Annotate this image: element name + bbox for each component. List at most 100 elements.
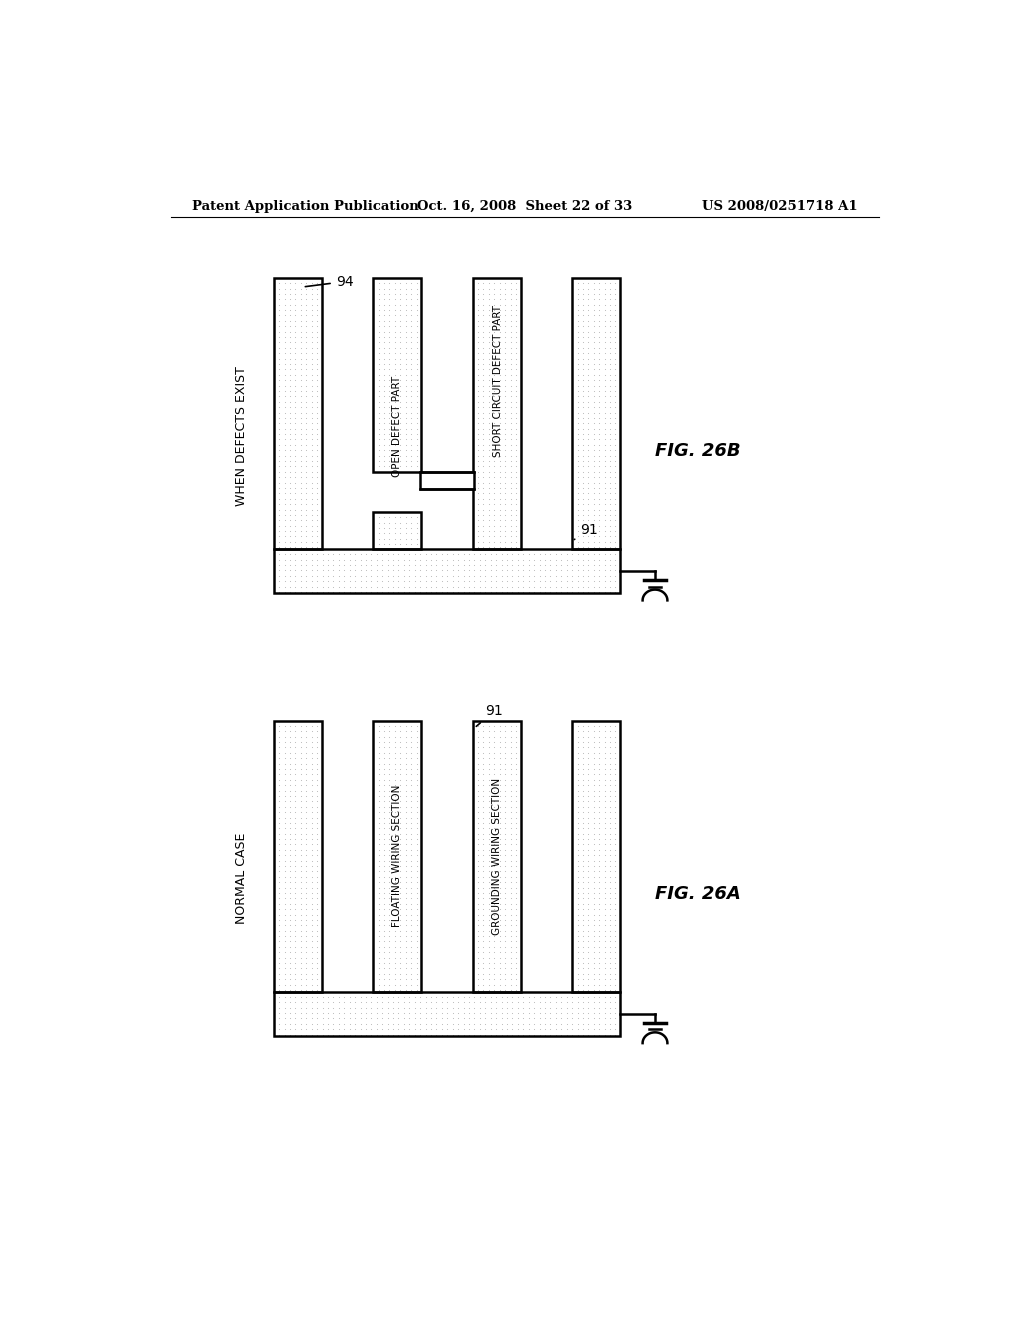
Point bbox=[497, 775, 513, 796]
Point bbox=[409, 445, 425, 466]
Point bbox=[531, 549, 548, 570]
Point bbox=[282, 775, 298, 796]
Point bbox=[390, 1008, 407, 1030]
Point bbox=[508, 354, 524, 375]
Point bbox=[494, 1024, 510, 1045]
Point bbox=[397, 909, 414, 931]
Point bbox=[276, 515, 293, 536]
Point bbox=[309, 359, 326, 380]
Point bbox=[497, 359, 513, 380]
Point bbox=[287, 284, 303, 305]
Point bbox=[371, 941, 387, 962]
Point bbox=[466, 560, 482, 581]
Point bbox=[492, 726, 508, 747]
Point bbox=[569, 882, 586, 903]
Point bbox=[569, 1014, 586, 1035]
Point bbox=[607, 721, 624, 742]
Point bbox=[574, 284, 591, 305]
Point bbox=[497, 354, 513, 375]
Point bbox=[276, 310, 293, 331]
Point bbox=[271, 434, 288, 455]
Point bbox=[385, 986, 401, 1007]
Point bbox=[466, 549, 482, 570]
Point bbox=[376, 385, 392, 407]
Point bbox=[486, 941, 503, 962]
Point bbox=[331, 549, 347, 570]
Point bbox=[282, 380, 298, 401]
Point bbox=[271, 478, 288, 499]
Point bbox=[282, 537, 298, 558]
Point bbox=[314, 991, 331, 1012]
Point bbox=[341, 565, 357, 586]
Point bbox=[309, 494, 326, 515]
Point bbox=[470, 855, 486, 876]
Point bbox=[574, 747, 591, 768]
Point bbox=[392, 273, 409, 294]
Point bbox=[607, 401, 624, 422]
Point bbox=[526, 544, 543, 565]
Point bbox=[480, 338, 497, 359]
Point bbox=[303, 461, 319, 482]
Point bbox=[497, 824, 513, 845]
Point bbox=[293, 581, 309, 602]
Point bbox=[309, 948, 326, 969]
Point bbox=[293, 549, 309, 570]
Point bbox=[402, 348, 419, 370]
Point bbox=[439, 1014, 456, 1035]
Point bbox=[287, 991, 303, 1012]
Point bbox=[287, 537, 303, 558]
Point bbox=[390, 544, 407, 565]
Point bbox=[486, 817, 503, 840]
Point bbox=[581, 354, 597, 375]
Point bbox=[492, 925, 508, 946]
Point bbox=[387, 731, 403, 752]
Point bbox=[503, 461, 519, 482]
Point bbox=[428, 544, 444, 565]
Point bbox=[409, 931, 425, 952]
Point bbox=[309, 747, 326, 768]
Point bbox=[508, 958, 524, 979]
Point bbox=[569, 953, 586, 974]
Point bbox=[298, 845, 314, 866]
Point bbox=[480, 840, 497, 861]
Point bbox=[487, 1003, 504, 1024]
Point bbox=[401, 554, 418, 576]
Point bbox=[381, 866, 397, 887]
Point bbox=[581, 478, 597, 499]
Point bbox=[402, 424, 419, 445]
Point bbox=[303, 343, 319, 364]
Point bbox=[293, 364, 309, 385]
Point bbox=[303, 850, 319, 871]
Point bbox=[412, 1019, 428, 1040]
Point bbox=[371, 424, 387, 445]
Point bbox=[602, 807, 618, 828]
Point bbox=[602, 845, 618, 866]
Point bbox=[293, 817, 309, 840]
Point bbox=[293, 294, 309, 315]
Point bbox=[497, 455, 513, 477]
Point bbox=[402, 969, 419, 990]
Point bbox=[497, 380, 513, 401]
Point bbox=[480, 737, 497, 758]
Point bbox=[564, 986, 581, 1007]
Point bbox=[470, 413, 486, 434]
Point bbox=[480, 785, 497, 807]
Point bbox=[293, 936, 309, 957]
Point bbox=[276, 510, 293, 531]
Point bbox=[303, 948, 319, 969]
Point bbox=[494, 986, 510, 1007]
Point bbox=[503, 796, 519, 817]
Point bbox=[586, 455, 602, 477]
Point bbox=[287, 273, 303, 294]
Point bbox=[303, 904, 319, 925]
Point bbox=[402, 785, 419, 807]
Point bbox=[591, 791, 607, 812]
Point bbox=[407, 560, 423, 581]
Point bbox=[309, 326, 326, 347]
Point bbox=[371, 429, 387, 450]
Point bbox=[423, 1019, 439, 1040]
Point bbox=[376, 915, 392, 936]
Point bbox=[602, 986, 618, 1007]
Point bbox=[574, 273, 591, 294]
Point bbox=[319, 565, 336, 586]
